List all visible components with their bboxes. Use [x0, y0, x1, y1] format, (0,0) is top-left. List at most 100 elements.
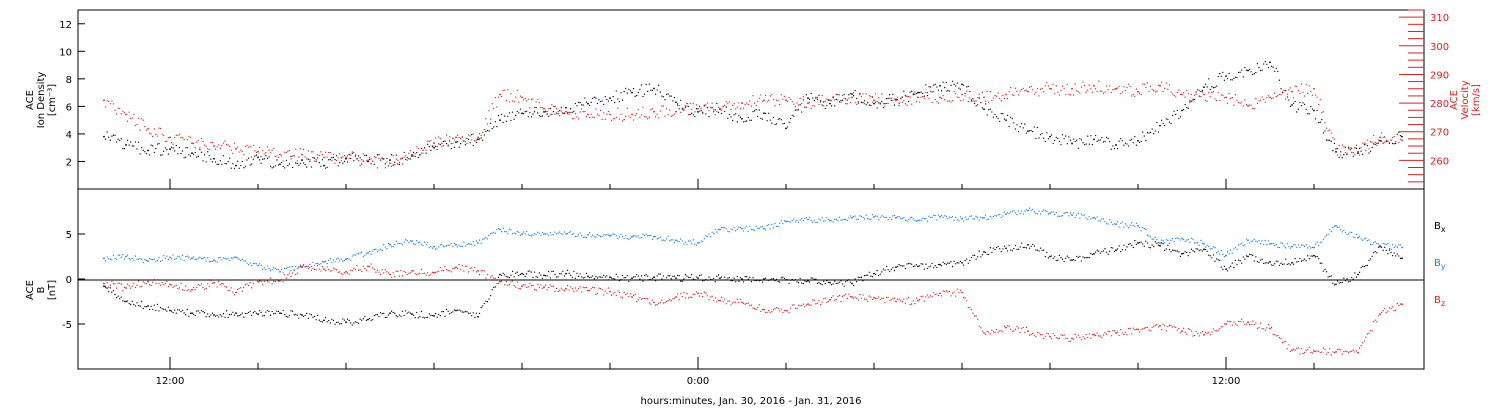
data-point [1198, 249, 1200, 252]
data-point [747, 116, 749, 119]
data-point [147, 280, 149, 283]
data-point [1027, 209, 1029, 212]
data-point [1352, 278, 1354, 280]
data-point [1006, 114, 1009, 116]
data-point [1305, 108, 1307, 110]
data-point [1033, 245, 1035, 247]
data-point [260, 162, 262, 164]
data-point [335, 159, 338, 162]
data-point [526, 286, 528, 289]
data-point [416, 274, 418, 276]
data-point [213, 314, 215, 316]
data-point [224, 316, 226, 318]
data-point [568, 289, 570, 291]
data-point [768, 279, 770, 282]
data-point [1044, 210, 1046, 212]
data-point [953, 260, 955, 263]
data-point [139, 129, 141, 131]
data-point [389, 312, 391, 315]
data-point [442, 245, 445, 247]
data-point [988, 101, 990, 103]
data-point [876, 215, 878, 217]
data-point [1239, 71, 1241, 73]
data-point [527, 98, 529, 101]
data-point [130, 141, 132, 143]
data-point [258, 159, 261, 161]
data-point [394, 312, 396, 314]
data-point [350, 154, 352, 156]
data-point [386, 161, 388, 163]
data-point [1047, 333, 1050, 335]
data-point [180, 153, 182, 155]
data-point [458, 244, 460, 246]
data-point [1005, 326, 1007, 329]
data-point [582, 104, 584, 106]
data-point [744, 303, 746, 305]
data-point [1296, 246, 1298, 248]
data-point [559, 114, 561, 117]
data-point [709, 235, 712, 238]
data-point [282, 272, 284, 274]
data-point [1137, 90, 1139, 93]
data-point [461, 264, 463, 266]
data-point [1146, 132, 1149, 134]
data-point [508, 112, 511, 114]
data-point [592, 97, 594, 100]
data-point [702, 280, 704, 282]
data-point [147, 149, 149, 152]
data-point [808, 281, 811, 283]
data-point [194, 258, 196, 260]
data-point [467, 243, 470, 245]
data-point [1173, 325, 1175, 327]
data-point [758, 109, 760, 111]
bottom-x-ticks: 12:00 0:00 12:00 [156, 357, 1315, 387]
data-point [450, 147, 452, 150]
data-point [290, 269, 292, 272]
data-point [348, 258, 350, 260]
data-point [167, 285, 170, 288]
data-point [1197, 242, 1199, 244]
data-point [1137, 242, 1139, 244]
data-point [816, 282, 819, 285]
data-point [851, 93, 853, 95]
data-point [599, 288, 602, 290]
data-point [255, 279, 258, 281]
data-point [1167, 325, 1169, 328]
data-point [584, 110, 586, 113]
data-point [518, 231, 520, 233]
data-point [268, 149, 270, 151]
data-point [969, 306, 971, 309]
data-point [351, 152, 353, 155]
data-point [565, 233, 567, 235]
data-point [170, 146, 173, 148]
data-point [192, 142, 195, 145]
data-point [896, 96, 899, 98]
data-point [309, 160, 311, 162]
data-point [989, 215, 991, 218]
data-point [219, 147, 221, 149]
data-point [439, 244, 441, 246]
data-point [274, 155, 276, 158]
data-point [1313, 254, 1315, 257]
data-point [1071, 87, 1073, 90]
data-point [940, 97, 943, 100]
data-point [1149, 236, 1152, 238]
data-point [214, 148, 217, 150]
data-point [499, 273, 501, 276]
data-point [144, 126, 146, 128]
data-point [246, 144, 248, 146]
data-point [1118, 226, 1120, 228]
data-point [1340, 229, 1342, 231]
data-point [320, 165, 322, 168]
data-point [141, 285, 143, 288]
data-point [518, 112, 520, 114]
data-point [1203, 248, 1205, 251]
data-point [302, 315, 305, 318]
data-point [1105, 85, 1108, 87]
data-point [258, 280, 261, 282]
data-point [1300, 104, 1303, 107]
data-point [1035, 91, 1037, 94]
data-point [901, 301, 903, 303]
data-point [997, 245, 999, 248]
data-point [620, 233, 622, 235]
